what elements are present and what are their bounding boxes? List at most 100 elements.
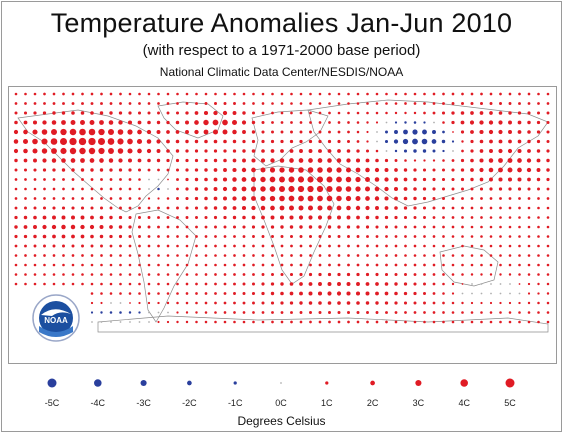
anomaly-dot: [309, 111, 312, 115]
anomaly-dot: [280, 130, 284, 134]
anomaly-dot: [195, 92, 198, 96]
anomaly-dot: [442, 102, 445, 105]
anomaly-dot: [43, 92, 46, 96]
anomaly-dot: [176, 235, 179, 238]
anomaly-dot: [242, 273, 246, 276]
anomaly-dot: [289, 282, 294, 286]
anomaly-dot: [490, 283, 492, 285]
anomaly-dot: [81, 244, 84, 248]
anomaly-dot: [479, 149, 484, 153]
anomaly-dot: [318, 121, 322, 124]
anomaly-dot: [195, 292, 198, 295]
anomaly-dot: [518, 197, 521, 200]
anomaly-dot: [451, 216, 455, 219]
anomaly-dot: [518, 263, 521, 267]
anomaly-dot: [317, 195, 323, 202]
anomaly-dot: [394, 215, 398, 220]
anomaly-dot: [327, 225, 332, 229]
legend-label: 3C: [413, 398, 425, 408]
anomaly-dot: [422, 206, 427, 210]
anomaly-dot: [355, 205, 361, 211]
anomaly-dot: [432, 130, 436, 134]
anomaly-dot: [71, 254, 75, 257]
anomaly-dot: [42, 158, 47, 163]
anomaly-dot: [441, 177, 446, 182]
anomaly-dot: [432, 301, 436, 305]
anomaly-dot: [232, 111, 237, 115]
anomaly-dot: [328, 92, 331, 96]
anomaly-dot: [157, 102, 160, 105]
anomaly-dot: [71, 263, 75, 267]
anomaly-dot: [214, 244, 217, 248]
anomaly-dot: [318, 272, 322, 277]
anomaly-dot: [128, 206, 132, 210]
anomaly-dot: [242, 111, 246, 115]
anomaly-dot: [71, 206, 75, 210]
anomaly-dot: [327, 158, 332, 163]
anomaly-dot: [157, 168, 160, 172]
legend-label: 4C: [458, 398, 470, 408]
anomaly-dot: [347, 244, 350, 248]
anomaly-dot: [356, 311, 360, 314]
anomaly-dot: [308, 225, 313, 229]
anomaly-dot: [527, 235, 531, 238]
anomaly-dot: [223, 225, 227, 229]
anomaly-dot: [375, 311, 379, 314]
anomaly-dot: [43, 187, 46, 191]
anomaly-dot: [147, 244, 151, 248]
anomaly-dot: [185, 254, 189, 257]
anomaly-dot: [366, 130, 369, 134]
anomaly-dot: [307, 195, 314, 202]
anomaly-dot: [527, 301, 531, 305]
anomaly-dot: [508, 139, 512, 144]
anomaly-dot: [309, 320, 312, 324]
anomaly-dot: [461, 92, 464, 96]
anomaly-dot: [147, 282, 151, 286]
anomaly-dot: [78, 137, 87, 146]
anomaly-dot: [385, 130, 388, 134]
anomaly-dot: [508, 311, 512, 314]
anomaly-dot: [537, 282, 540, 286]
anomaly-dot: [185, 292, 189, 295]
anomaly-dot: [147, 111, 151, 115]
anomaly-dot: [423, 292, 426, 295]
anomaly-dot: [280, 263, 284, 267]
anomaly-dot: [185, 196, 189, 201]
anomaly-dot: [52, 187, 56, 191]
anomaly-dot: [223, 168, 227, 172]
anomaly-dot: [337, 130, 341, 134]
anomaly-dot: [375, 225, 379, 229]
anomaly-dot: [195, 301, 198, 305]
anomaly-dot: [138, 273, 141, 276]
anomaly-dot: [508, 301, 512, 305]
anomaly-dot: [336, 167, 342, 173]
coastline: [97, 315, 549, 333]
anomaly-dot: [214, 320, 217, 324]
anomaly-dot: [536, 149, 541, 153]
anomaly-dot: [185, 158, 189, 163]
anomaly-dot: [289, 301, 294, 305]
anomaly-dot: [157, 320, 160, 324]
anomaly-dot: [451, 254, 455, 257]
anomaly-dot: [166, 206, 170, 210]
anomaly-dot: [117, 148, 124, 154]
anomaly-dot: [204, 102, 208, 105]
anomaly-dot: [107, 128, 115, 136]
anomaly-dot: [290, 263, 293, 267]
anomaly-dot: [452, 131, 454, 133]
anomaly-dot: [223, 149, 227, 153]
anomaly-dot: [147, 216, 151, 219]
anomaly-dot: [233, 311, 236, 314]
anomaly-dot: [138, 254, 141, 257]
anomaly-dot: [365, 149, 370, 153]
anomaly-dot: [375, 282, 379, 286]
anomaly-dot: [480, 244, 483, 248]
anomaly-dot: [100, 187, 103, 191]
anomaly-dot: [470, 130, 474, 134]
anomaly-dot: [203, 110, 209, 116]
anomaly-dot: [118, 120, 123, 125]
anomaly-dot: [157, 111, 160, 115]
anomaly-dot: [99, 111, 104, 115]
anomaly-dot: [24, 273, 27, 276]
anomaly-dot: [299, 263, 303, 267]
